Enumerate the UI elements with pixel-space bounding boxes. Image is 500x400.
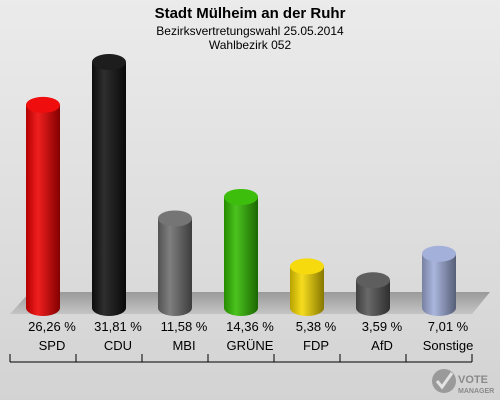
bar-sonstige [422, 253, 456, 316]
bar-top-spd [26, 96, 60, 113]
bar-fdp [290, 266, 324, 316]
checkmark-icon [432, 369, 456, 393]
category-axis-ticks [9, 354, 473, 362]
category-label-afd: AfD [371, 338, 393, 353]
value-label-sonstige: 7,01 % [428, 319, 469, 334]
bar-top-fdp [290, 258, 324, 275]
bar-top-cdu [92, 54, 126, 70]
bar-cdu [92, 62, 126, 316]
logo-text-line1: VOTE [458, 374, 488, 386]
category-labels-group: SPD CDU MBI GRÜNE FDP AfD Sonstige [39, 338, 474, 353]
category-label-sonstige: Sonstige [423, 338, 474, 353]
bar-grüne [224, 196, 258, 316]
value-label-grüne: 14,36 % [226, 319, 274, 334]
bar-top-sonstige [422, 245, 456, 262]
value-labels-group: 26,26 % 31,81 % 11,58 % 14,36 % 5,38 % 3,59 %… [28, 319, 469, 334]
chart-title: Stadt Mülheim an der Ruhr [155, 5, 346, 22]
category-label-cdu: CDU [104, 338, 132, 353]
value-label-spd: 26,26 % [28, 319, 76, 334]
value-label-fdp: 5,38 % [296, 319, 337, 334]
category-label-grüne: GRÜNE [227, 338, 274, 353]
bar-spd [26, 104, 60, 316]
chart-subtitle: Bezirksvertretungswahl 25.05.2014 [156, 24, 344, 38]
category-label-mbi: MBI [172, 338, 195, 353]
value-label-mbi: 11,58 % [161, 319, 208, 334]
bar-mbi [158, 218, 192, 316]
value-label-cdu: 31,81 % [94, 319, 142, 334]
bar-afd [356, 280, 390, 316]
category-label-spd: SPD [39, 338, 66, 353]
bar-top-mbi [158, 210, 192, 227]
bar-top-grüne [224, 188, 258, 205]
checkmark-mark [435, 372, 454, 390]
logo-text-line2: MANAGER [458, 388, 494, 395]
category-label-fdp: FDP [303, 338, 329, 353]
bar-top-afd [356, 272, 390, 289]
vote-manager-logo: VOTE MANAGER [432, 369, 494, 395]
bars-group [26, 54, 456, 316]
value-label-afd: 3,59 % [362, 319, 403, 334]
chart-subtitle-2: Wahlbezirk 052 [209, 38, 292, 52]
